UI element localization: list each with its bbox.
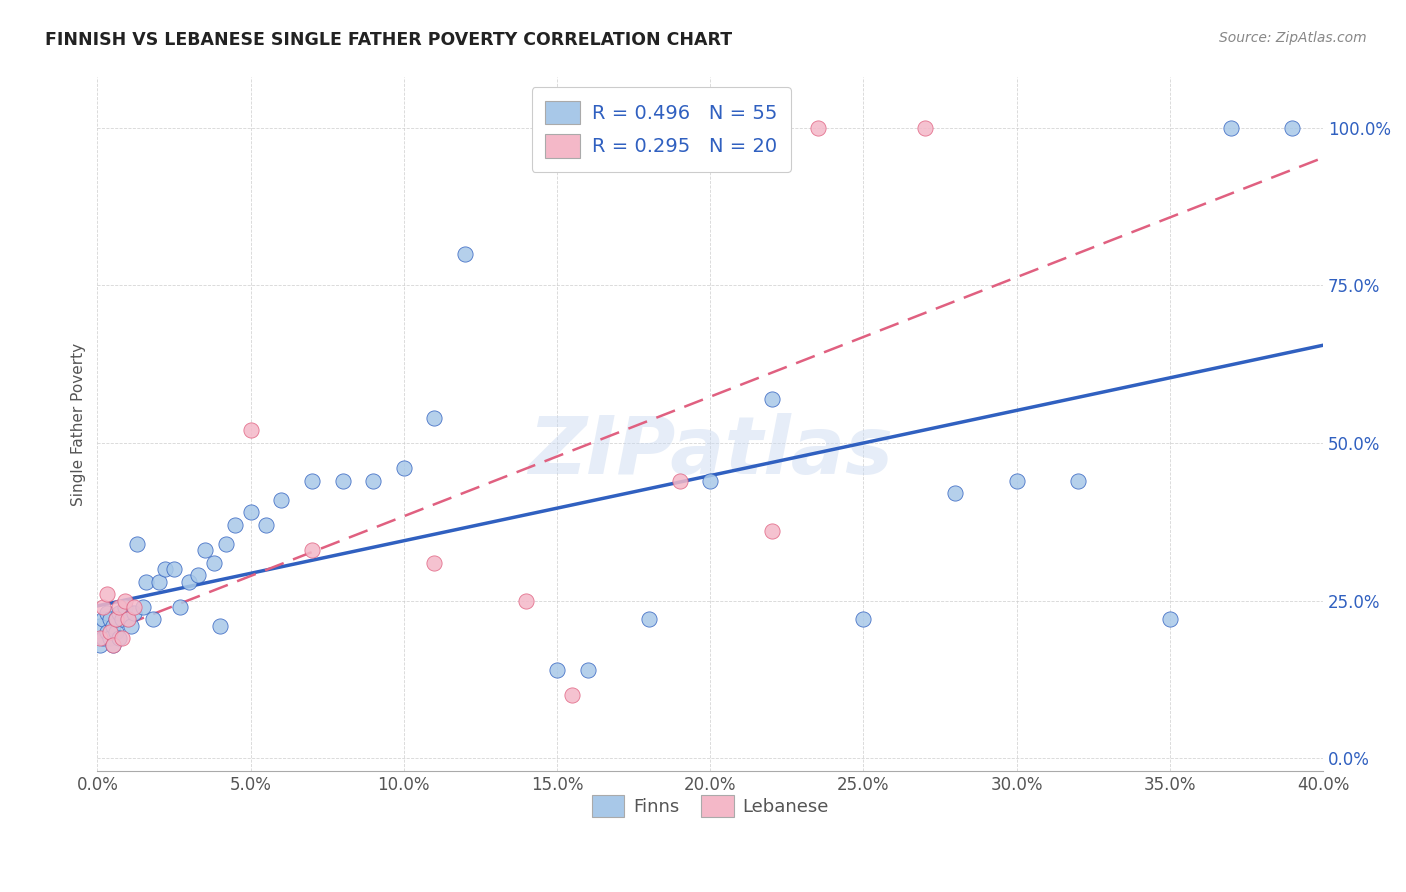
Point — [101, 638, 124, 652]
Point — [163, 562, 186, 576]
Point — [111, 632, 134, 646]
Point — [423, 410, 446, 425]
Point — [301, 543, 323, 558]
Point — [104, 612, 127, 626]
Point — [114, 599, 136, 614]
Point — [107, 606, 129, 620]
Point — [1159, 612, 1181, 626]
Point — [224, 517, 246, 532]
Point — [122, 599, 145, 614]
Point — [699, 474, 721, 488]
Point — [194, 543, 217, 558]
Point — [202, 556, 225, 570]
Point — [141, 612, 163, 626]
Point — [148, 574, 170, 589]
Point — [561, 688, 583, 702]
Point — [1220, 120, 1243, 135]
Point — [98, 612, 121, 626]
Point — [208, 619, 231, 633]
Point — [914, 120, 936, 135]
Point — [98, 625, 121, 640]
Point — [852, 612, 875, 626]
Point — [122, 606, 145, 620]
Point — [117, 612, 139, 626]
Point — [120, 619, 142, 633]
Point — [945, 486, 967, 500]
Point — [239, 505, 262, 519]
Point — [101, 619, 124, 633]
Point — [239, 423, 262, 437]
Point — [111, 612, 134, 626]
Point — [135, 574, 157, 589]
Point — [132, 599, 155, 614]
Point — [576, 663, 599, 677]
Point — [96, 587, 118, 601]
Point — [1067, 474, 1090, 488]
Point — [546, 663, 568, 677]
Point — [107, 632, 129, 646]
Point — [301, 474, 323, 488]
Point — [169, 599, 191, 614]
Point — [93, 612, 115, 626]
Point — [93, 599, 115, 614]
Point — [423, 556, 446, 570]
Point — [215, 537, 238, 551]
Point — [332, 474, 354, 488]
Point — [96, 625, 118, 640]
Point — [93, 632, 115, 646]
Point — [1281, 120, 1303, 135]
Text: ZIPatlas: ZIPatlas — [527, 413, 893, 491]
Point — [98, 632, 121, 646]
Point — [153, 562, 176, 576]
Point — [127, 537, 149, 551]
Point — [806, 120, 828, 135]
Point — [270, 492, 292, 507]
Text: FINNISH VS LEBANESE SINGLE FATHER POVERTY CORRELATION CHART: FINNISH VS LEBANESE SINGLE FATHER POVERT… — [45, 31, 733, 49]
Point — [454, 247, 477, 261]
Point — [107, 599, 129, 614]
Point — [254, 517, 277, 532]
Point — [117, 612, 139, 626]
Point — [638, 612, 661, 626]
Point — [515, 593, 537, 607]
Point — [392, 461, 415, 475]
Point — [104, 612, 127, 626]
Point — [89, 619, 111, 633]
Y-axis label: Single Father Poverty: Single Father Poverty — [72, 343, 86, 506]
Point — [187, 568, 209, 582]
Text: Source: ZipAtlas.com: Source: ZipAtlas.com — [1219, 31, 1367, 45]
Legend: Finns, Lebanese: Finns, Lebanese — [585, 788, 837, 824]
Point — [1005, 474, 1028, 488]
Point — [104, 625, 127, 640]
Point — [361, 474, 384, 488]
Point — [179, 574, 201, 589]
Point — [96, 606, 118, 620]
Point — [761, 392, 783, 406]
Point — [101, 638, 124, 652]
Point — [761, 524, 783, 539]
Point — [89, 638, 111, 652]
Point — [668, 474, 690, 488]
Point — [89, 632, 111, 646]
Point — [114, 593, 136, 607]
